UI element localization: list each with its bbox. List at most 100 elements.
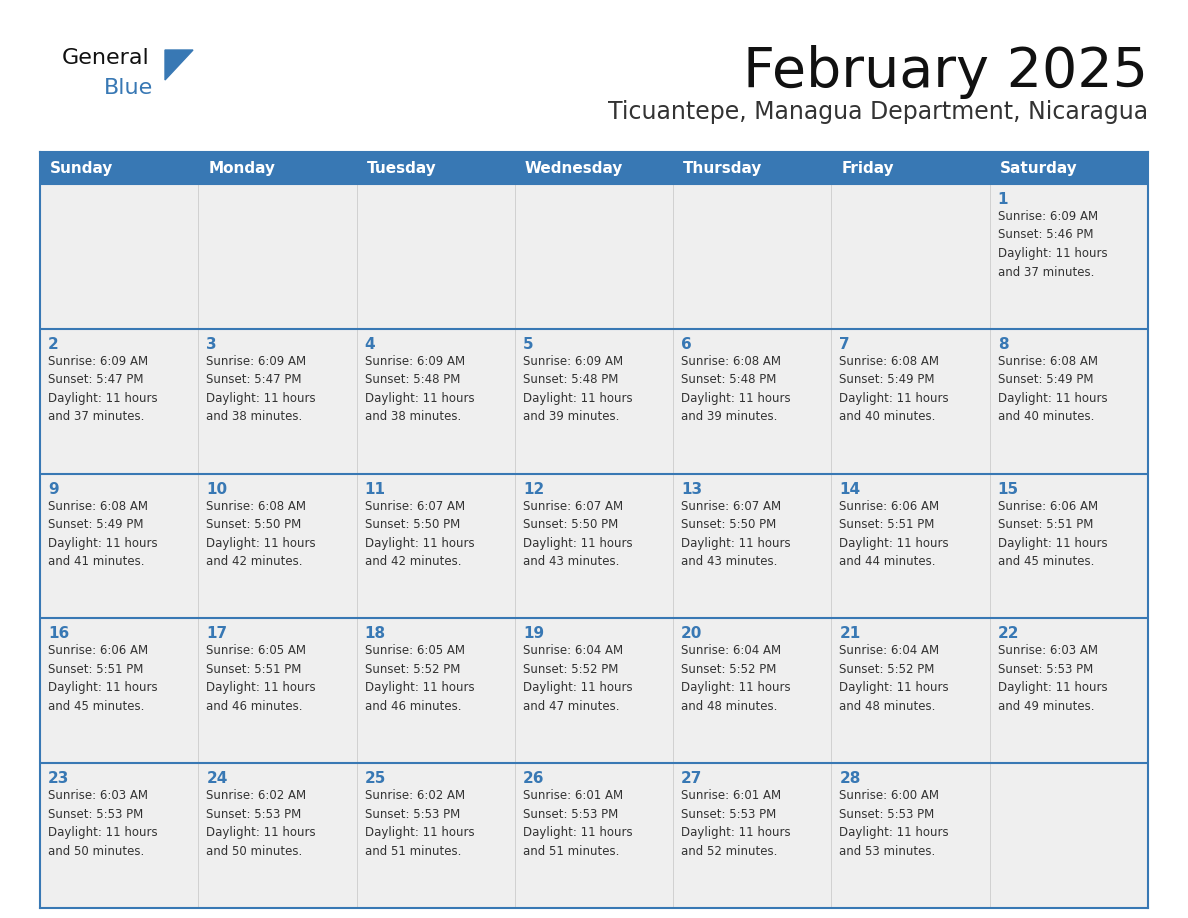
Bar — [514, 474, 674, 619]
Text: Wednesday: Wednesday — [525, 161, 624, 175]
Bar — [990, 763, 1148, 908]
Bar — [40, 474, 198, 619]
Text: Saturday: Saturday — [1000, 161, 1078, 175]
Text: 5: 5 — [523, 337, 533, 352]
Text: Sunrise: 6:00 AM
Sunset: 5:53 PM
Daylight: 11 hours
and 53 minutes.: Sunrise: 6:00 AM Sunset: 5:53 PM Dayligh… — [840, 789, 949, 857]
Text: Sunday: Sunday — [50, 161, 113, 175]
Text: Sunrise: 6:04 AM
Sunset: 5:52 PM
Daylight: 11 hours
and 48 minutes.: Sunrise: 6:04 AM Sunset: 5:52 PM Dayligh… — [681, 644, 791, 713]
Bar — [198, 763, 356, 908]
Text: Sunrise: 6:06 AM
Sunset: 5:51 PM
Daylight: 11 hours
and 45 minutes.: Sunrise: 6:06 AM Sunset: 5:51 PM Dayligh… — [48, 644, 158, 713]
Text: February 2025: February 2025 — [742, 45, 1148, 99]
Text: 17: 17 — [207, 626, 227, 642]
Text: 4: 4 — [365, 337, 375, 352]
Bar — [356, 184, 514, 329]
Text: 1: 1 — [998, 192, 1009, 207]
Text: 8: 8 — [998, 337, 1009, 352]
Bar — [356, 619, 514, 763]
Text: 14: 14 — [840, 482, 860, 497]
Text: 11: 11 — [365, 482, 386, 497]
Text: Sunrise: 6:08 AM
Sunset: 5:50 PM
Daylight: 11 hours
and 42 minutes.: Sunrise: 6:08 AM Sunset: 5:50 PM Dayligh… — [207, 499, 316, 568]
Bar — [674, 619, 832, 763]
Bar — [40, 619, 198, 763]
Bar — [990, 329, 1148, 474]
Text: Sunrise: 6:09 AM
Sunset: 5:46 PM
Daylight: 11 hours
and 37 minutes.: Sunrise: 6:09 AM Sunset: 5:46 PM Dayligh… — [998, 210, 1107, 278]
Text: Sunrise: 6:06 AM
Sunset: 5:51 PM
Daylight: 11 hours
and 44 minutes.: Sunrise: 6:06 AM Sunset: 5:51 PM Dayligh… — [840, 499, 949, 568]
Text: Sunrise: 6:07 AM
Sunset: 5:50 PM
Daylight: 11 hours
and 43 minutes.: Sunrise: 6:07 AM Sunset: 5:50 PM Dayligh… — [523, 499, 632, 568]
Bar — [40, 184, 198, 329]
Text: Sunrise: 6:08 AM
Sunset: 5:49 PM
Daylight: 11 hours
and 40 minutes.: Sunrise: 6:08 AM Sunset: 5:49 PM Dayligh… — [840, 354, 949, 423]
Text: Friday: Friday — [841, 161, 895, 175]
Text: Sunrise: 6:09 AM
Sunset: 5:47 PM
Daylight: 11 hours
and 37 minutes.: Sunrise: 6:09 AM Sunset: 5:47 PM Dayligh… — [48, 354, 158, 423]
Text: Sunrise: 6:08 AM
Sunset: 5:48 PM
Daylight: 11 hours
and 39 minutes.: Sunrise: 6:08 AM Sunset: 5:48 PM Dayligh… — [681, 354, 791, 423]
Bar — [832, 763, 990, 908]
Text: 19: 19 — [523, 626, 544, 642]
Text: Sunrise: 6:08 AM
Sunset: 5:49 PM
Daylight: 11 hours
and 40 minutes.: Sunrise: 6:08 AM Sunset: 5:49 PM Dayligh… — [998, 354, 1107, 423]
Bar — [514, 619, 674, 763]
Text: 18: 18 — [365, 626, 386, 642]
Text: Monday: Monday — [208, 161, 276, 175]
Text: 7: 7 — [840, 337, 851, 352]
Bar — [40, 763, 198, 908]
Text: 20: 20 — [681, 626, 702, 642]
Text: Sunrise: 6:08 AM
Sunset: 5:49 PM
Daylight: 11 hours
and 41 minutes.: Sunrise: 6:08 AM Sunset: 5:49 PM Dayligh… — [48, 499, 158, 568]
Text: Tuesday: Tuesday — [367, 161, 436, 175]
Text: Sunrise: 6:04 AM
Sunset: 5:52 PM
Daylight: 11 hours
and 48 minutes.: Sunrise: 6:04 AM Sunset: 5:52 PM Dayligh… — [840, 644, 949, 713]
Bar — [674, 763, 832, 908]
Text: Sunrise: 6:03 AM
Sunset: 5:53 PM
Daylight: 11 hours
and 49 minutes.: Sunrise: 6:03 AM Sunset: 5:53 PM Dayligh… — [998, 644, 1107, 713]
Text: 27: 27 — [681, 771, 702, 786]
Text: 3: 3 — [207, 337, 217, 352]
Bar — [832, 474, 990, 619]
Text: Sunrise: 6:03 AM
Sunset: 5:53 PM
Daylight: 11 hours
and 50 minutes.: Sunrise: 6:03 AM Sunset: 5:53 PM Dayligh… — [48, 789, 158, 857]
Bar — [674, 474, 832, 619]
Text: 26: 26 — [523, 771, 544, 786]
Text: Sunrise: 6:02 AM
Sunset: 5:53 PM
Daylight: 11 hours
and 50 minutes.: Sunrise: 6:02 AM Sunset: 5:53 PM Dayligh… — [207, 789, 316, 857]
Text: Sunrise: 6:06 AM
Sunset: 5:51 PM
Daylight: 11 hours
and 45 minutes.: Sunrise: 6:06 AM Sunset: 5:51 PM Dayligh… — [998, 499, 1107, 568]
Bar — [514, 184, 674, 329]
Bar — [198, 184, 356, 329]
Text: Sunrise: 6:02 AM
Sunset: 5:53 PM
Daylight: 11 hours
and 51 minutes.: Sunrise: 6:02 AM Sunset: 5:53 PM Dayligh… — [365, 789, 474, 857]
Text: 21: 21 — [840, 626, 860, 642]
Text: Sunrise: 6:09 AM
Sunset: 5:48 PM
Daylight: 11 hours
and 39 minutes.: Sunrise: 6:09 AM Sunset: 5:48 PM Dayligh… — [523, 354, 632, 423]
Bar — [198, 474, 356, 619]
Bar — [674, 329, 832, 474]
Text: 28: 28 — [840, 771, 861, 786]
Bar — [832, 184, 990, 329]
Bar — [990, 474, 1148, 619]
Bar — [832, 619, 990, 763]
Bar — [514, 329, 674, 474]
Text: Thursday: Thursday — [683, 161, 763, 175]
Text: 13: 13 — [681, 482, 702, 497]
Text: 22: 22 — [998, 626, 1019, 642]
Bar — [40, 329, 198, 474]
Text: 10: 10 — [207, 482, 227, 497]
Text: Sunrise: 6:04 AM
Sunset: 5:52 PM
Daylight: 11 hours
and 47 minutes.: Sunrise: 6:04 AM Sunset: 5:52 PM Dayligh… — [523, 644, 632, 713]
Polygon shape — [165, 50, 192, 80]
Text: 15: 15 — [998, 482, 1019, 497]
Text: 25: 25 — [365, 771, 386, 786]
Text: Sunrise: 6:05 AM
Sunset: 5:51 PM
Daylight: 11 hours
and 46 minutes.: Sunrise: 6:05 AM Sunset: 5:51 PM Dayligh… — [207, 644, 316, 713]
Bar — [990, 619, 1148, 763]
Bar — [832, 329, 990, 474]
Bar — [514, 763, 674, 908]
Text: Blue: Blue — [105, 78, 153, 98]
Text: Sunrise: 6:09 AM
Sunset: 5:48 PM
Daylight: 11 hours
and 38 minutes.: Sunrise: 6:09 AM Sunset: 5:48 PM Dayligh… — [365, 354, 474, 423]
Text: 2: 2 — [48, 337, 58, 352]
Text: 24: 24 — [207, 771, 228, 786]
Text: Sunrise: 6:01 AM
Sunset: 5:53 PM
Daylight: 11 hours
and 51 minutes.: Sunrise: 6:01 AM Sunset: 5:53 PM Dayligh… — [523, 789, 632, 857]
Bar — [674, 184, 832, 329]
Text: Sunrise: 6:01 AM
Sunset: 5:53 PM
Daylight: 11 hours
and 52 minutes.: Sunrise: 6:01 AM Sunset: 5:53 PM Dayligh… — [681, 789, 791, 857]
Bar — [356, 329, 514, 474]
Text: 6: 6 — [681, 337, 691, 352]
Bar — [40, 152, 1148, 184]
Text: General: General — [62, 48, 150, 68]
Text: Sunrise: 6:09 AM
Sunset: 5:47 PM
Daylight: 11 hours
and 38 minutes.: Sunrise: 6:09 AM Sunset: 5:47 PM Dayligh… — [207, 354, 316, 423]
Bar — [356, 763, 514, 908]
Text: 9: 9 — [48, 482, 58, 497]
Text: 16: 16 — [48, 626, 69, 642]
Bar — [356, 474, 514, 619]
Text: 23: 23 — [48, 771, 69, 786]
Text: 12: 12 — [523, 482, 544, 497]
Bar — [198, 329, 356, 474]
Text: Ticuantepe, Managua Department, Nicaragua: Ticuantepe, Managua Department, Nicaragu… — [608, 100, 1148, 124]
Text: Sunrise: 6:05 AM
Sunset: 5:52 PM
Daylight: 11 hours
and 46 minutes.: Sunrise: 6:05 AM Sunset: 5:52 PM Dayligh… — [365, 644, 474, 713]
